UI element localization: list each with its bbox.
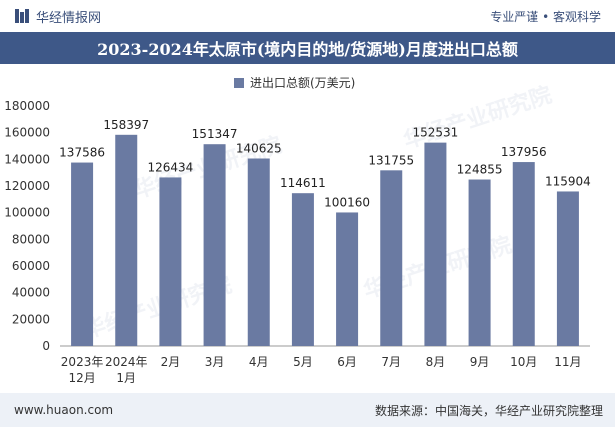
data-label: 115904	[545, 174, 591, 188]
data-label: 137956	[501, 145, 547, 159]
y-tick-label: 20000	[12, 312, 50, 326]
data-label: 152531	[413, 126, 459, 140]
legend-label: 进出口总额(万美元)	[250, 76, 356, 90]
bar-chart: 0 20000 40000 60000 80000 100000 120000 140000 1…	[4, 99, 591, 385]
footer-website: www.huaon.com	[14, 403, 114, 417]
x-tick-label: 2月	[161, 355, 181, 369]
x-tick-label: 6月	[337, 355, 357, 369]
y-tick-label: 120000	[4, 179, 50, 193]
y-tick-label: 140000	[4, 152, 50, 166]
y-tick-label: 40000	[12, 286, 50, 300]
x-tick-label: 11月	[554, 355, 581, 369]
data-label: 100160	[324, 195, 370, 209]
footer-source: 数据来源：中国海关，华经产业研究院整理	[374, 403, 603, 418]
x-tick-label: 9月	[470, 355, 490, 369]
logo-icon	[14, 8, 30, 24]
data-label: 114611	[280, 176, 326, 190]
chart-legend: 进出口总额(万美元)	[234, 74, 355, 91]
y-tick-label: 160000	[4, 126, 50, 140]
y-tick-label: 180000	[4, 99, 50, 113]
x-tick-label: 5月	[293, 355, 313, 369]
bar	[424, 142, 447, 346]
tagline: 专业严谨 • 客观科学	[490, 9, 601, 24]
header: 华经情报网 专业严谨 • 客观科学	[0, 0, 615, 32]
y-tick-label: 80000	[12, 232, 50, 246]
bar	[512, 162, 535, 346]
bar	[380, 170, 403, 346]
bar	[159, 177, 182, 346]
brand-name: 华经情报网	[36, 10, 102, 26]
x-tick-label: 7月	[381, 355, 401, 369]
data-label: 151347	[192, 127, 238, 141]
data-label: 131755	[368, 153, 414, 167]
bar	[247, 158, 270, 346]
y-tick-label: 0	[42, 339, 50, 353]
x-tick-label: 10月	[510, 355, 537, 369]
legend-swatch	[234, 77, 244, 88]
brand: 华经情报网	[14, 7, 101, 26]
x-tick-label: 2023年	[61, 355, 104, 369]
bar	[556, 191, 579, 346]
bar	[71, 162, 94, 346]
chart-title-bar: 2023-2024年太原市(境内目的地/货源地)月度进出口总额	[0, 32, 615, 64]
bar	[291, 193, 314, 346]
footer: www.huaon.com 数据来源：中国海关，华经产业研究院整理	[0, 393, 615, 427]
y-tick-label: 100000	[4, 206, 50, 220]
bar	[115, 134, 138, 346]
data-label: 126434	[148, 160, 194, 174]
y-tick-label: 60000	[12, 259, 50, 273]
x-tick-label: 12月	[68, 371, 95, 385]
x-tick-label: 2024年	[105, 355, 148, 369]
chart-title: 2023-2024年太原市(境内目的地/货源地)月度进出口总额	[97, 40, 518, 59]
x-tick-label: 8月	[426, 355, 446, 369]
data-label: 140625	[236, 142, 282, 156]
bar	[203, 144, 226, 346]
x-tick-label: 3月	[205, 355, 225, 369]
bar	[336, 212, 359, 346]
bar	[468, 179, 491, 346]
data-label: 158397	[103, 118, 149, 132]
data-label: 137586	[59, 146, 105, 160]
data-label: 124855	[457, 163, 503, 177]
x-tick-label: 1月	[116, 371, 136, 385]
x-tick-label: 4月	[249, 355, 269, 369]
